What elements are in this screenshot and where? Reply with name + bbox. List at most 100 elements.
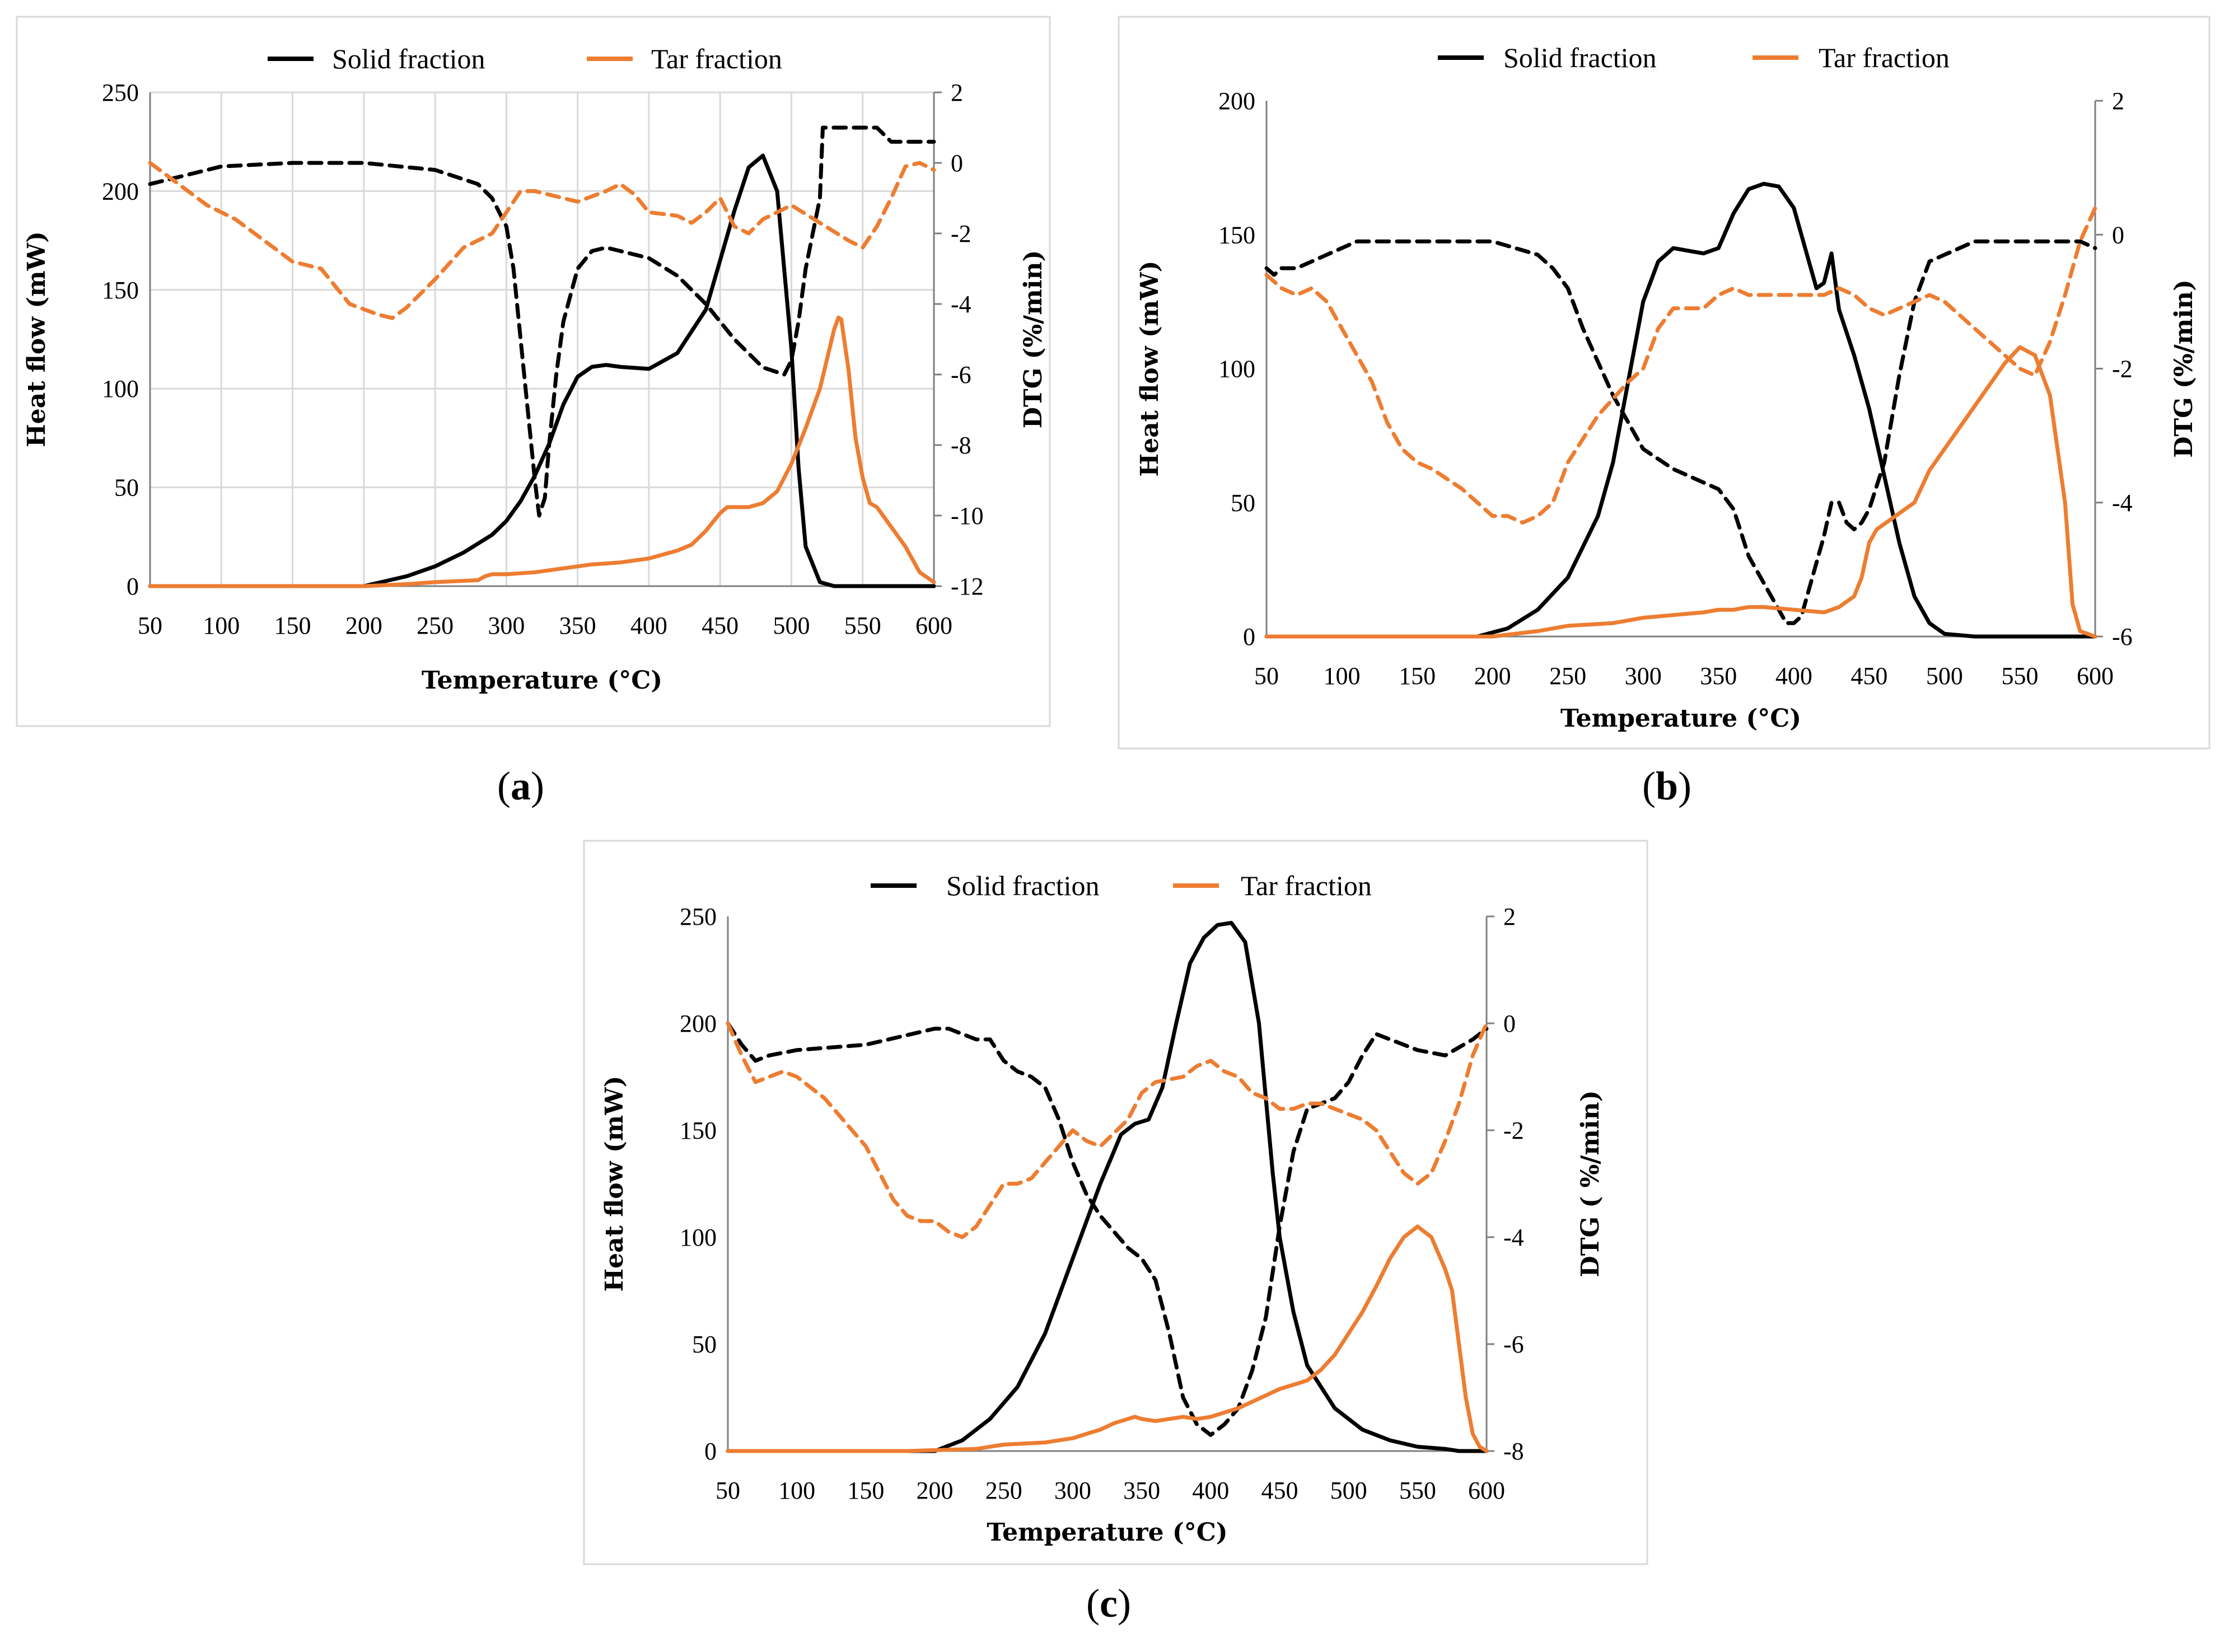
x-tick-label: 350 <box>559 612 596 639</box>
tar-dtg-line <box>1264 205 2097 525</box>
y-tick-label: 150 <box>1218 221 1255 249</box>
y2-axis-title: DTG (%/min) <box>2170 279 2198 458</box>
tar-dtg-line <box>726 1021 1489 1239</box>
y-tick-label: 50 <box>114 474 139 502</box>
solid-heatflow-line <box>1264 181 2097 639</box>
x-axis-title: Temperature (°C) <box>422 666 662 695</box>
y2-tick-label: -2 <box>951 220 971 247</box>
y-tick-label: 250 <box>680 903 717 930</box>
y2-axis-title: DTG ( %/min) <box>1576 1091 1605 1277</box>
panel-caption: (a) <box>497 764 544 808</box>
y-tick-label: 0 <box>704 1438 717 1465</box>
x-tick-label: 150 <box>1399 662 1436 690</box>
y-tick-label: 100 <box>680 1224 717 1251</box>
x-tick-label: 350 <box>1700 662 1737 690</box>
tar-heatflow-line <box>148 315 936 588</box>
x-tick-label: 150 <box>274 612 311 639</box>
y2-tick-label: 0 <box>1503 1010 1516 1037</box>
y2-tick-label: -4 <box>2112 489 2133 517</box>
x-tick-label: 200 <box>1474 662 1511 690</box>
y2-tick-label: 2 <box>951 79 963 106</box>
x-tick-label: 50 <box>1254 662 1279 690</box>
y-tick-label: 0 <box>1243 623 1255 650</box>
solid-dtg-line <box>148 125 936 518</box>
solid-heatflow-line <box>148 153 936 588</box>
y2-tick-label: -12 <box>951 573 984 600</box>
legend-solid-label: Solid fraction <box>946 870 1100 901</box>
y-axis-title: Heat flow (mW) <box>22 231 51 447</box>
solid-dtg-line <box>1264 239 2097 625</box>
y2-tick-label: -8 <box>951 432 971 459</box>
x-tick-label: 200 <box>917 1477 954 1504</box>
panel-caption: (c) <box>1086 1581 1131 1626</box>
y2-tick-label: 0 <box>2112 221 2124 249</box>
x-tick-label: 100 <box>778 1477 815 1504</box>
x-tick-label: 350 <box>1123 1477 1160 1504</box>
solid-dtg-line <box>726 1021 1489 1437</box>
y-tick-label: 50 <box>1231 489 1255 517</box>
chart-frame <box>1118 16 2211 750</box>
x-tick-label: 300 <box>488 612 525 639</box>
y-tick-label: 200 <box>1218 87 1255 115</box>
x-tick-label: 500 <box>773 612 810 639</box>
x-tick-label: 400 <box>1192 1477 1229 1504</box>
x-tick-label: 400 <box>630 612 667 639</box>
x-tick-label: 250 <box>985 1477 1022 1504</box>
y2-tick-label: 0 <box>951 149 963 177</box>
x-tick-label: 200 <box>345 612 382 639</box>
chart-frame <box>16 16 1051 727</box>
y-tick-label: 150 <box>680 1117 717 1144</box>
x-tick-label: 150 <box>847 1477 884 1504</box>
x-tick-label: 250 <box>1549 662 1586 690</box>
y-tick-label: 200 <box>102 177 139 205</box>
y-tick-label: 0 <box>127 573 139 600</box>
x-tick-label: 550 <box>844 612 881 639</box>
y-tick-label: 50 <box>692 1331 717 1358</box>
y2-tick-label: 2 <box>2112 87 2124 115</box>
x-tick-label: 500 <box>1330 1477 1367 1504</box>
chart-frame <box>583 840 1648 1565</box>
x-tick-label: 50 <box>716 1477 740 1504</box>
chart-a: 50 100 150 200 250 300 350 400 450 500 550 600 0 50 10… <box>16 16 1051 727</box>
y-tick-label: 100 <box>1218 355 1255 383</box>
legend-tar-label: Tar fraction <box>1819 42 1950 73</box>
y-axis-title: Heat flow (mW) <box>1135 261 1164 477</box>
x-tick-label: 600 <box>2077 662 2114 690</box>
x-tick-label: 450 <box>1261 1477 1298 1504</box>
x-tick-label: 600 <box>1468 1477 1505 1504</box>
tar-heatflow-line <box>1264 345 2097 639</box>
x-tick-label: 100 <box>203 612 240 639</box>
solid-heatflow-line <box>726 921 1489 1453</box>
x-tick-label: 250 <box>417 612 454 639</box>
y2-tick-label: -4 <box>951 291 971 318</box>
y2-tick-label: -8 <box>1503 1438 1524 1465</box>
y2-tick-label: 2 <box>1503 903 1516 930</box>
legend-tar-label: Tar fraction <box>651 43 782 74</box>
y-tick-label: 100 <box>102 375 139 403</box>
tar-dtg-line <box>148 161 936 320</box>
x-tick-label: 400 <box>1775 662 1812 690</box>
x-tick-label: 300 <box>1625 662 1662 690</box>
x-tick-label: 550 <box>1399 1477 1436 1504</box>
x-tick-label: 50 <box>138 612 162 639</box>
tar-heatflow-line <box>726 1224 1489 1453</box>
y2-axis-title: DTG (%/min) <box>1019 250 1048 429</box>
x-tick-label: 500 <box>1926 662 1963 690</box>
x-tick-label: 450 <box>1851 662 1887 690</box>
legend-solid-label: Solid fraction <box>1503 42 1657 73</box>
y2-tick-label: -2 <box>2112 355 2133 383</box>
y-tick-label: 150 <box>102 277 139 304</box>
y-tick-label: 250 <box>102 79 139 106</box>
x-tick-label: 300 <box>1054 1477 1091 1504</box>
x-tick-label: 450 <box>702 612 739 639</box>
legend-tar-label: Tar fraction <box>1241 870 1372 901</box>
y2-tick-label: -10 <box>951 502 984 530</box>
y2-tick-label: -4 <box>1503 1224 1524 1251</box>
panel-caption: (b) <box>1642 764 1691 808</box>
y2-tick-label: -6 <box>2112 623 2133 650</box>
x-tick-label: 550 <box>2001 662 2038 690</box>
y2-tick-label: -6 <box>951 361 971 389</box>
chart-c: 50 100 150 200 250 300 350 400 450 500 550 600 0 50 10… <box>583 840 1648 1565</box>
x-axis-title: Temperature (°C) <box>1560 704 1801 733</box>
